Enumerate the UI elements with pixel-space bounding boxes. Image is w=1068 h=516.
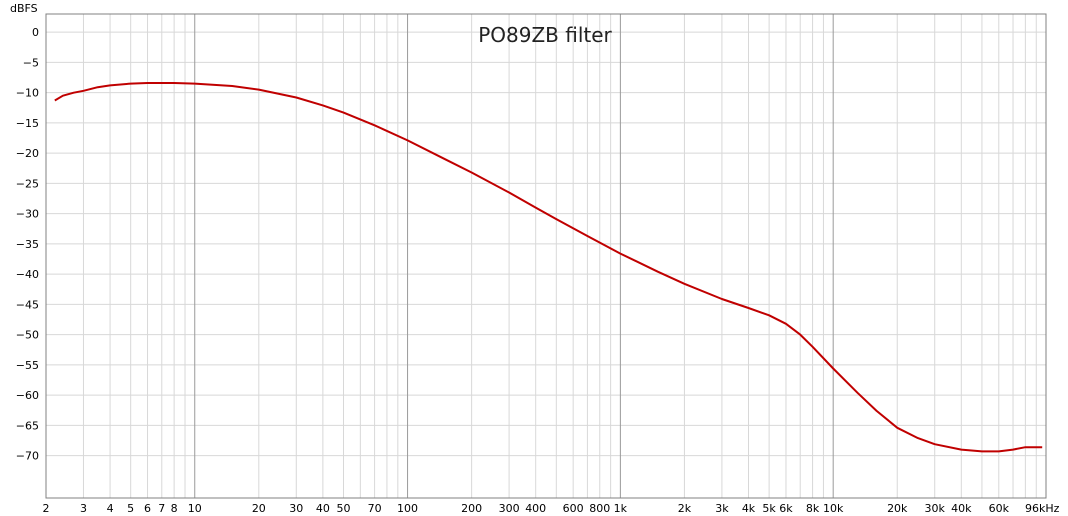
x-tick-label: 3: [80, 502, 87, 515]
y-tick-label: −5: [23, 56, 39, 69]
x-tick-label: 8k: [806, 502, 820, 515]
x-tick-label: 3k: [715, 502, 729, 515]
y-tick-label: −50: [16, 329, 39, 342]
x-tick-label: 6k: [779, 502, 793, 515]
x-tick-label: 20k: [887, 502, 908, 515]
y-tick-label: −25: [16, 177, 39, 190]
series-layer: [54, 82, 1043, 453]
x-tick-label: 800: [589, 502, 610, 515]
x-tick-label: 5: [127, 502, 134, 515]
y-axis-unit-label: dBFS: [10, 2, 38, 15]
y-tick-label: −45: [16, 298, 39, 311]
y-tick-label: −30: [16, 208, 39, 221]
y-tick-label: −60: [16, 389, 39, 402]
x-tick-label: 60k: [989, 502, 1010, 515]
x-tick-label: 4: [107, 502, 114, 515]
x-tick-label: 6: [144, 502, 151, 515]
x-tick-label: 400: [525, 502, 546, 515]
plot-frame: [45, 13, 1047, 499]
x-tick-label: 100: [397, 502, 418, 515]
x-tick-label: 30: [289, 502, 303, 515]
x-tick-label: 1k: [614, 502, 628, 515]
series-line: [54, 82, 1043, 453]
x-tick-label: 300: [499, 502, 520, 515]
x-tick-label: 40: [316, 502, 330, 515]
x-tick-label: 600: [563, 502, 584, 515]
x-tick-label: 10k: [823, 502, 844, 515]
grid: [46, 14, 1046, 498]
x-tick-label: 8: [171, 502, 178, 515]
x-tick-label: 4k: [742, 502, 756, 515]
chart-title: PO89ZB filter: [478, 23, 612, 47]
x-tick-label: 50: [336, 502, 350, 515]
x-tick-label: 200: [461, 502, 482, 515]
y-tick-label: −35: [16, 238, 39, 251]
x-tick-label: 70: [368, 502, 382, 515]
y-tick-label: −10: [16, 87, 39, 100]
x-tick-label: 20: [252, 502, 266, 515]
x-tick-label: 40k: [951, 502, 972, 515]
y-tick-label: −55: [16, 359, 39, 372]
x-tick-label: 10: [188, 502, 202, 515]
x-tick-label: 96kHz: [1025, 502, 1060, 515]
y-tick-label: −70: [16, 450, 39, 463]
x-tick-label: 7: [158, 502, 165, 515]
y-tick-label: −15: [16, 117, 39, 130]
x-tick-label: 30k: [925, 502, 946, 515]
x-tick-label: 5k: [762, 502, 776, 515]
x-tick-label: 2: [43, 502, 50, 515]
x-axis: 2 3 4 5 6 7 8 10 20 30 40 50 70 100 200 300 400 600 800 1k 2…: [43, 502, 1060, 515]
y-tick-label: −20: [16, 147, 39, 160]
y-tick-label: −40: [16, 268, 39, 281]
x-tick-label: 2k: [678, 502, 692, 515]
y-axis: 0 −5 −10 −15 −20 −25 −30 −35 −40 −45 −50 −55 −60 −65 −…: [16, 26, 39, 463]
y-tick-label: −65: [16, 419, 39, 432]
y-tick-label: 0: [32, 26, 39, 39]
